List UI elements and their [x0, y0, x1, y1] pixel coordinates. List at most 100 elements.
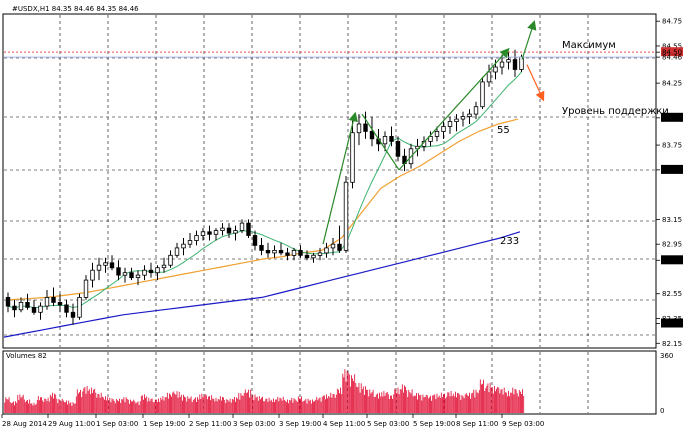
candle-body — [473, 106, 479, 115]
candle-body — [122, 272, 128, 276]
candle-body — [148, 269, 154, 274]
trend-arrows — [322, 20, 545, 245]
candle-body — [441, 126, 446, 132]
candle-body — [57, 301, 63, 306]
candle-body — [96, 264, 102, 271]
candle-body — [155, 267, 160, 274]
candle-body — [291, 249, 297, 256]
candle-body — [389, 135, 394, 142]
candle-body — [428, 135, 433, 142]
candle-body — [265, 249, 271, 254]
price-tag-bg — [661, 164, 683, 174]
candle-body — [298, 249, 303, 256]
price-axis-label: 84.55 — [662, 43, 682, 51]
ma55-line — [7, 118, 519, 301]
candle-body — [83, 279, 89, 298]
price-levels — [4, 51, 655, 58]
candle-body — [447, 121, 453, 127]
time-axis-label: 5 Sep 19:00 — [413, 420, 455, 428]
candle-body — [337, 243, 342, 251]
price-tag-label: 82.82 — [662, 257, 682, 265]
candle-body — [486, 71, 492, 83]
price-axis-label: 82.95 — [662, 241, 682, 249]
candle-body — [252, 235, 258, 246]
price-axis-label: 84.46 — [662, 54, 683, 62]
ma233-label: 233 — [500, 236, 519, 247]
candle-body — [324, 247, 329, 254]
ma233-line — [3, 231, 521, 338]
volume-axis-label: 360 — [660, 352, 673, 360]
price-tag-bg — [661, 318, 683, 328]
candle-body — [460, 116, 466, 120]
candlesticks — [5, 49, 524, 325]
main-chart-frame — [2, 13, 657, 349]
ma-fast-line — [7, 71, 522, 309]
trend-arrow-1 — [322, 111, 358, 245]
time-axis-label: 29 Aug 11:00 — [48, 420, 95, 428]
candle-body — [135, 274, 141, 279]
candle-body — [480, 81, 485, 108]
max-label: Максимум — [562, 40, 616, 51]
candle-body — [454, 118, 459, 122]
candle-body — [304, 254, 310, 259]
candle-body — [226, 227, 232, 234]
time-axis-label: 5 Sep 03:00 — [367, 420, 409, 428]
candle-body — [506, 59, 511, 63]
time-axis-label: 2 Sep 11:00 — [189, 420, 231, 428]
time-axis-label: 9 Sep 03:00 — [502, 420, 544, 428]
candle-body — [350, 132, 355, 183]
price-tag-label: 83.97 — [662, 114, 682, 122]
candle-body — [363, 123, 368, 132]
price-axis-label: 84.75 — [662, 18, 682, 26]
candle-body — [5, 296, 11, 307]
trend-line-2 — [361, 113, 400, 171]
support-label: Уровень поддержки — [562, 106, 669, 117]
candle-body — [259, 244, 264, 251]
candle-body — [51, 296, 56, 303]
candle-body — [220, 227, 225, 232]
candle-body — [161, 264, 167, 269]
volume-panel-frame — [2, 350, 657, 415]
time-axis-label: 3 Sep 19:00 — [279, 420, 321, 428]
candle-body — [356, 123, 362, 134]
candle-body — [395, 140, 401, 157]
time-axis: 28 Aug 2014 29 Aug 11:00 1 Sep 03:00 1 Sep … — [1, 414, 544, 428]
price-axis-label: 83.75 — [662, 142, 682, 150]
candle-body — [200, 231, 206, 236]
candle-body — [382, 135, 388, 145]
candle-body — [311, 254, 316, 259]
chart-grid — [4, 15, 655, 413]
candle-body — [90, 269, 95, 281]
candle-body — [31, 306, 37, 313]
time-axis-label: 28 Aug 2014 — [2, 420, 47, 428]
price-axis-label: 84.25 — [662, 80, 682, 88]
up-arrow — [521, 20, 537, 60]
candle-body — [434, 130, 440, 137]
candle-body — [64, 304, 69, 313]
candle-body — [278, 249, 284, 254]
candle-body — [187, 240, 193, 245]
candle-body — [142, 269, 147, 276]
candle-body — [181, 243, 186, 249]
volume-axis-label: 0 — [660, 407, 664, 415]
candle-body — [499, 61, 505, 68]
candle-body — [44, 296, 50, 307]
price-axis-label: 82.55 — [662, 290, 682, 298]
time-axis-label: 8 Sep 11:00 — [456, 420, 498, 428]
time-axis-label: 1 Sep 03:00 — [96, 420, 138, 428]
candle-body — [168, 254, 173, 266]
candle-body — [18, 301, 24, 311]
price-tag-bg — [661, 255, 683, 265]
chart-header: #USDX,H1 84.35 84.46 84.35 84.46 — [12, 5, 139, 13]
candle-body — [317, 252, 323, 256]
price-tag-label: 83.55 — [662, 166, 682, 174]
candle-body — [103, 262, 108, 266]
candle-body — [493, 66, 498, 73]
time-axis-label: 3 Sep 03:00 — [233, 420, 275, 428]
candle-body — [70, 311, 76, 318]
volume-header: Volumes 82 — [6, 352, 47, 360]
ma55-label: 55 — [497, 125, 510, 136]
